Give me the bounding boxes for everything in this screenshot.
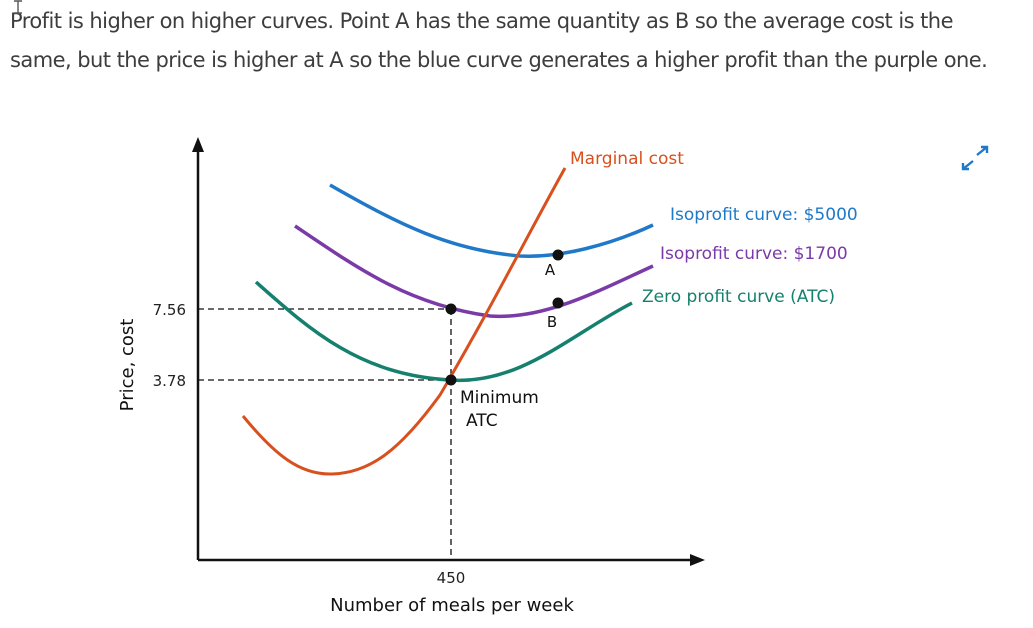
isoprofit-curve-5000 <box>329 183 654 258</box>
point-a <box>552 249 564 261</box>
label-marginal-cost: Marginal cost <box>570 149 684 169</box>
x-axis-label: Number of meals per week <box>330 595 574 616</box>
label-isoprofit-1700: Isoprofit curve: $1700 <box>660 244 848 264</box>
zero-profit-curve <box>254 280 633 383</box>
point-b <box>552 297 564 309</box>
point-tangency-purple <box>445 303 457 315</box>
point-minimum-atc <box>445 374 457 386</box>
expand-icon[interactable] <box>960 144 990 172</box>
label-isoprofit-5000: Isoprofit curve: $5000 <box>670 205 858 225</box>
text-cursor-icon <box>14 0 22 14</box>
caption: Profit is higher on higher curves. Point… <box>10 9 988 72</box>
label-zero-profit: Zero profit curve (ATC) <box>642 287 835 307</box>
label-point-a: A <box>545 261 556 279</box>
x-axis-arrow-icon <box>690 554 705 566</box>
y-tick-label-7-56: 7.56 <box>153 301 186 319</box>
marginal-cost-curve <box>241 167 567 476</box>
y-tick-label-3-78: 3.78 <box>153 372 186 390</box>
isoprofit-curve-1700 <box>294 224 654 319</box>
annotation-atc: ATC <box>466 411 498 431</box>
y-axis-label: Price, cost <box>117 319 138 412</box>
y-axis-arrow-icon <box>192 137 204 152</box>
x-tick-label-450: 450 <box>437 569 466 587</box>
annotation-minimum: Minimum <box>460 388 539 408</box>
label-point-b: B <box>547 313 557 331</box>
